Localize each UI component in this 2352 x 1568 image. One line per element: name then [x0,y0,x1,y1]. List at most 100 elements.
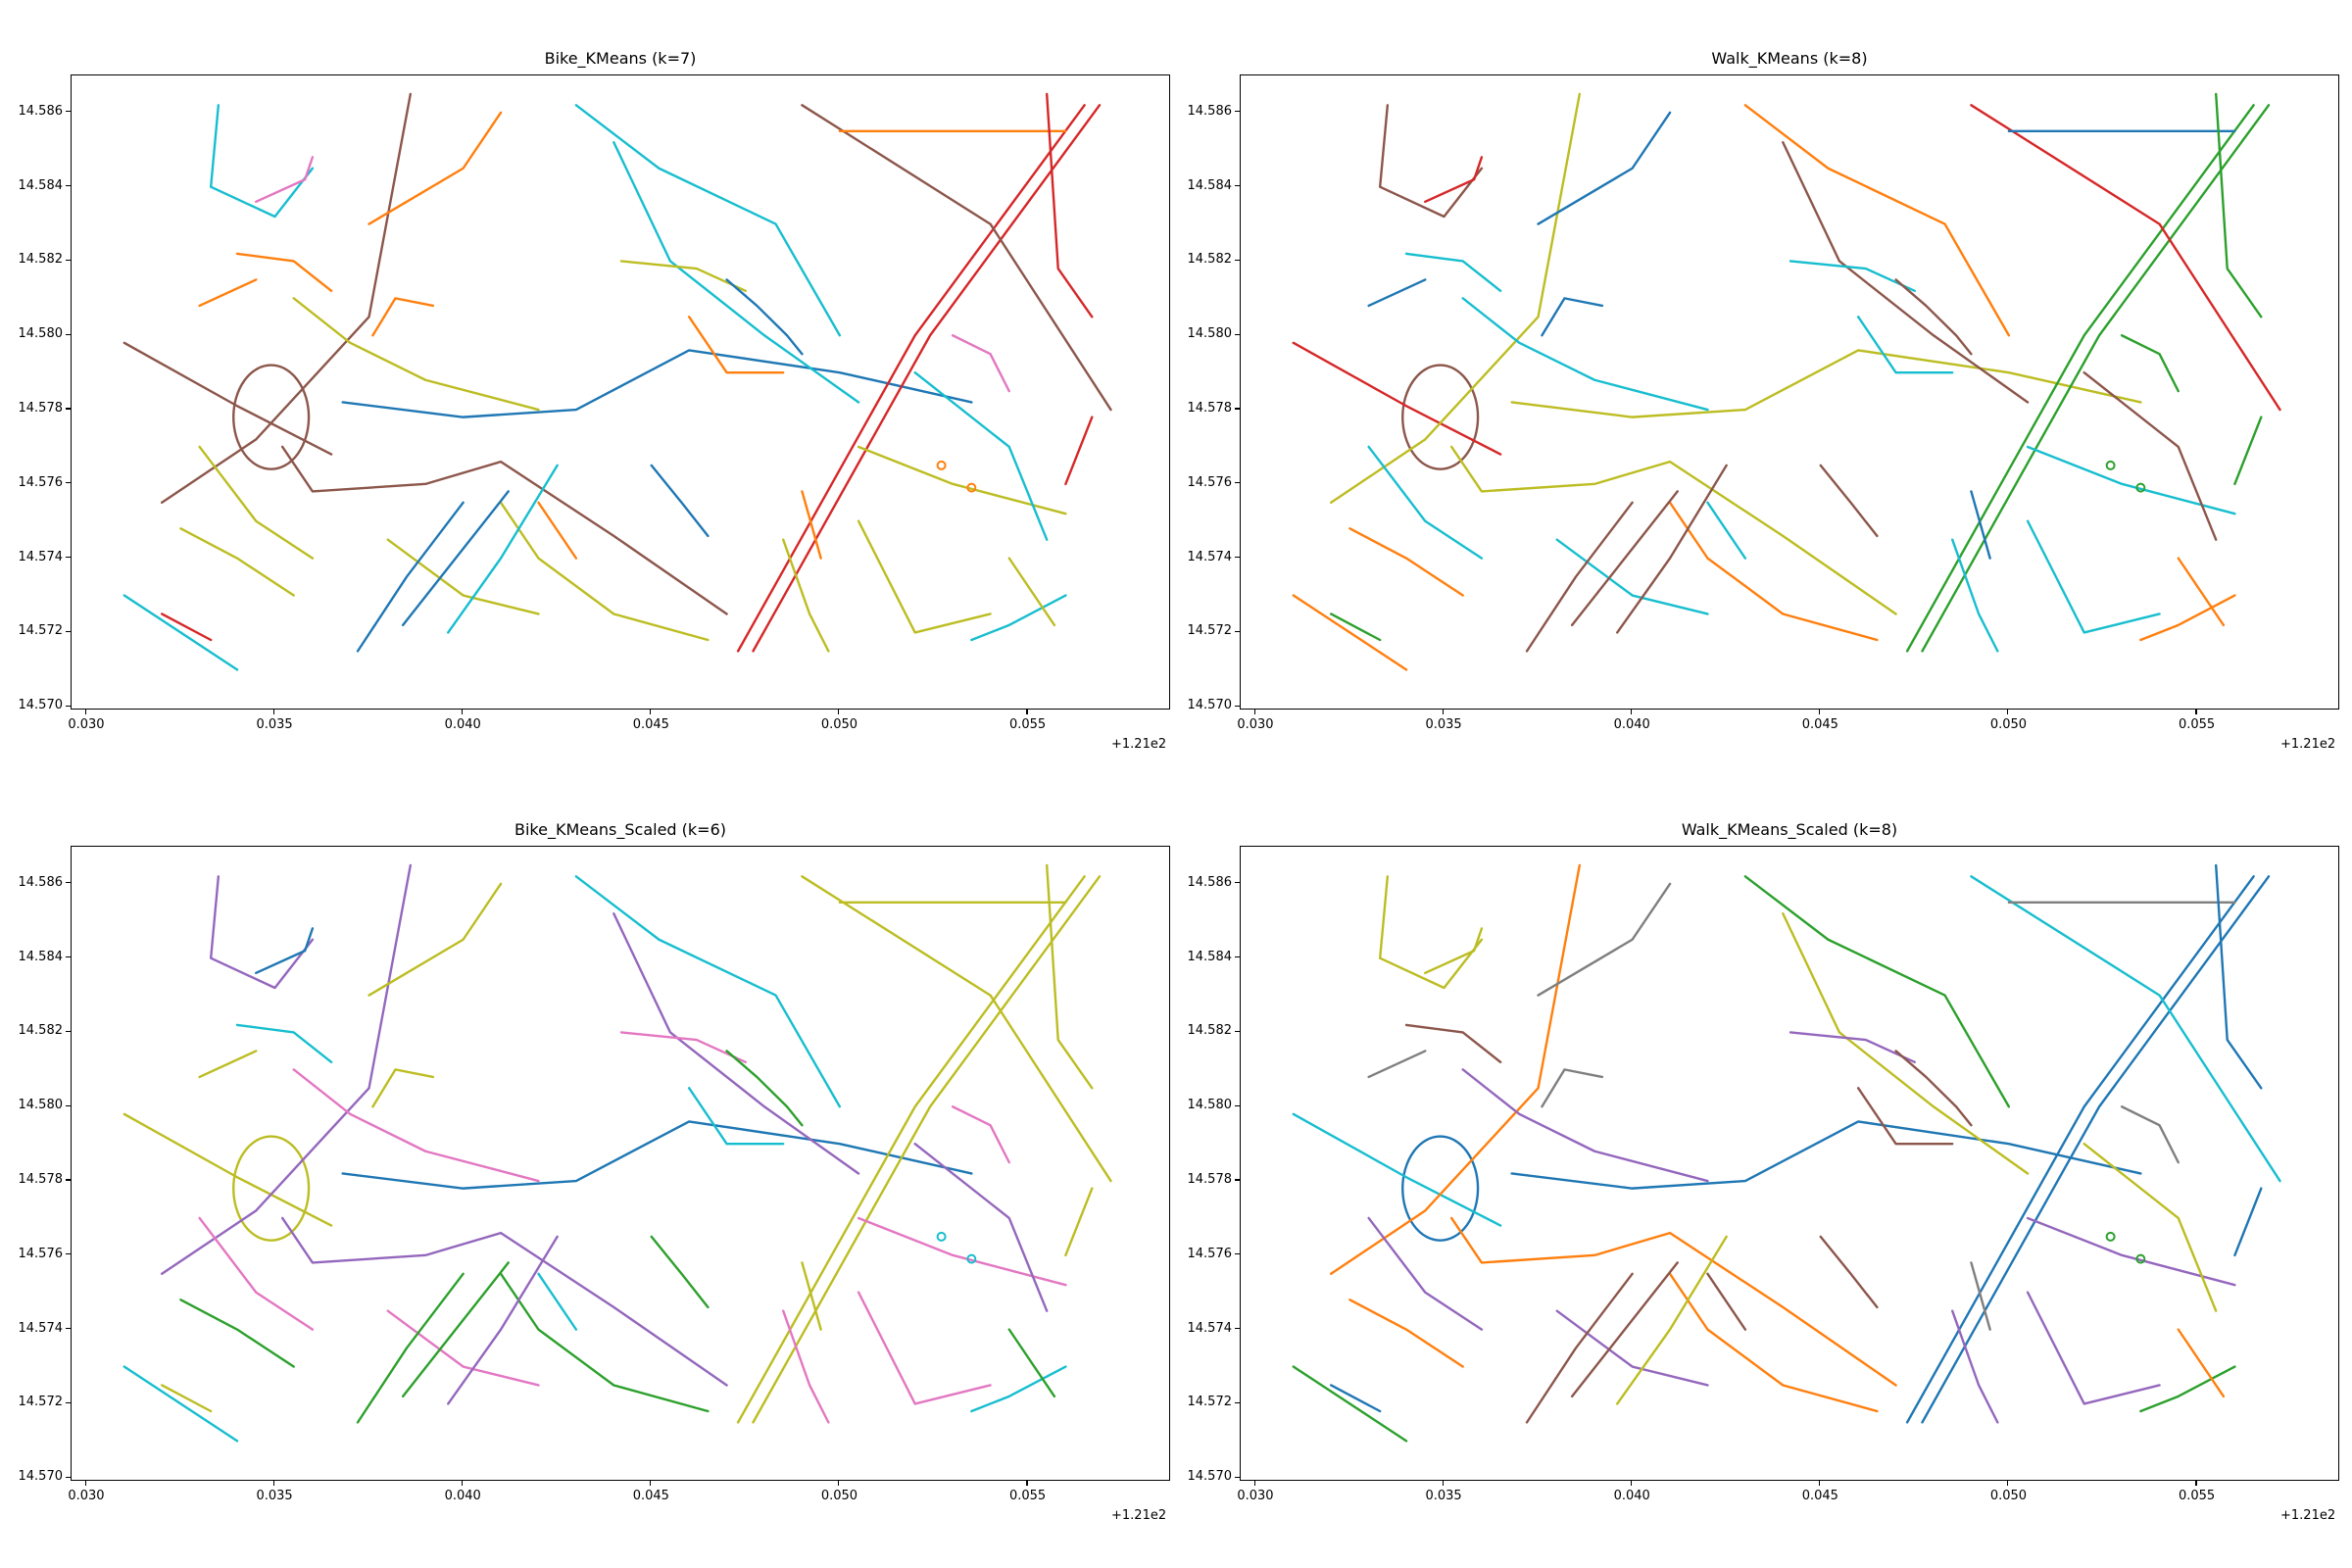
road-segment [1905,104,2255,653]
y-tick-mark [66,882,71,884]
x-tick-mark [1253,1481,1255,1486]
y-tick-mark [1235,333,1240,335]
road-segment [1007,557,1056,627]
subplot-bike-kmeans-scaled: Bike_KMeans_Scaled (k=6) 14.570 14.572 14.… [0,771,1180,1540]
x-tick-mark [272,1481,275,1486]
y-tick-mark [66,111,71,113]
plot-area [1240,846,2339,1481]
road-segment [2026,519,2161,634]
road-segment [1616,1235,1728,1405]
y-tick-mark [1235,1104,1240,1106]
x-tick-mark [1253,710,1255,714]
road-segment [537,1272,578,1331]
y-tick-label: 14.570 [1187,698,1233,713]
node-marker [966,1253,977,1264]
subplot-title: Bike_KMeans_Scaled (k=6) [514,820,726,839]
road-segment [2120,334,2180,393]
road-segment [736,104,1086,653]
road-segment [280,1216,728,1387]
y-tick-mark [1235,111,1240,113]
y-tick-mark [1235,1476,1240,1478]
y-tick-label: 14.580 [18,326,64,342]
road-segment [1330,863,1582,1275]
x-tick-label: 0.030 [1237,1489,1274,1503]
subplot-walk-kmeans: Walk_KMeans (k=8) 14.570 14.572 14.574 14.5… [1169,0,2349,768]
x-tick-mark [462,1481,464,1486]
road-segment [951,334,1010,393]
road-segment [1951,1309,1999,1424]
y-tick-label: 14.586 [18,874,64,890]
road-segment [970,1365,1067,1413]
road-segment [1064,1187,1094,1257]
x-tick-mark [650,710,652,714]
x-tick-mark [84,710,86,714]
road-segment [499,1272,710,1413]
road-segment [2026,1291,2161,1405]
road-segment [1449,445,1897,615]
road-segment [650,1235,710,1309]
road-segment [401,1261,510,1398]
road-segment [1788,1031,1917,1063]
y-tick-mark [66,1179,71,1181]
road-segment [1905,875,2255,1424]
x-tick-mark [2007,710,2009,714]
y-tick-label: 14.584 [1187,177,1233,193]
node-marker [936,460,947,470]
x-tick-label: 0.055 [1008,717,1047,732]
road-segment [619,260,748,292]
road-segment [1782,141,2030,404]
road-segment [1292,594,1408,671]
x-tick-mark [1819,710,1821,714]
road-segment [235,1023,333,1063]
x-tick-label: 0.035 [256,717,293,732]
road-segment [1424,156,1484,204]
road-segment [1424,927,1484,975]
road-segment [1570,490,1679,627]
road-segment [687,316,785,374]
y-tick-mark [1235,630,1240,632]
road-segment [1510,1120,2142,1190]
road-segment [122,594,239,671]
road-segment [857,1216,1067,1287]
road-segment [1348,527,1464,597]
road-segment [1525,1272,1634,1424]
y-tick-label: 14.580 [18,1098,64,1113]
road-segment [2139,594,2236,642]
road-segment [1616,464,1728,634]
y-tick-label: 14.578 [18,1172,64,1188]
y-tick-mark [66,333,71,335]
road-segment [1045,92,1094,318]
road-segment [1856,316,1954,374]
road-segment [1537,111,1672,225]
y-tick-mark [66,1030,71,1033]
x-tick-label: 0.035 [256,1489,293,1503]
road-segment [1921,875,2271,1424]
x-tick-mark [1026,710,1028,714]
y-tick-label: 14.576 [18,474,64,490]
road-segment [198,445,315,560]
road-segment [574,104,842,337]
node-marker [966,482,977,493]
x-tick-label: 0.050 [820,717,858,732]
x-tick-mark [1442,710,1445,714]
road-segment [280,445,728,615]
road-segment [1367,445,1484,560]
y-tick-label: 14.572 [18,623,64,639]
road-segment [1367,278,1427,308]
road-segment [1894,1050,1973,1127]
y-tick-label: 14.584 [18,177,64,193]
subplot-walk-kmeans-scaled: Walk_KMeans_Scaled (k=8) 14.570 14.572 14.… [1169,771,2349,1540]
x-tick-mark [650,1481,652,1486]
road-segment [1706,501,1747,560]
y-tick-label: 14.580 [1187,326,1233,342]
road-segment [1970,1261,1991,1331]
roundabout-segment [232,1135,311,1242]
y-tick-mark [1235,1179,1240,1181]
road-segment [687,1087,785,1146]
y-tick-label: 14.578 [18,401,64,416]
road-segment [209,875,315,990]
road-segment [1541,297,1604,337]
road-segment [612,141,860,404]
road-segment [1330,1384,1382,1413]
road-segment [122,1365,239,1443]
